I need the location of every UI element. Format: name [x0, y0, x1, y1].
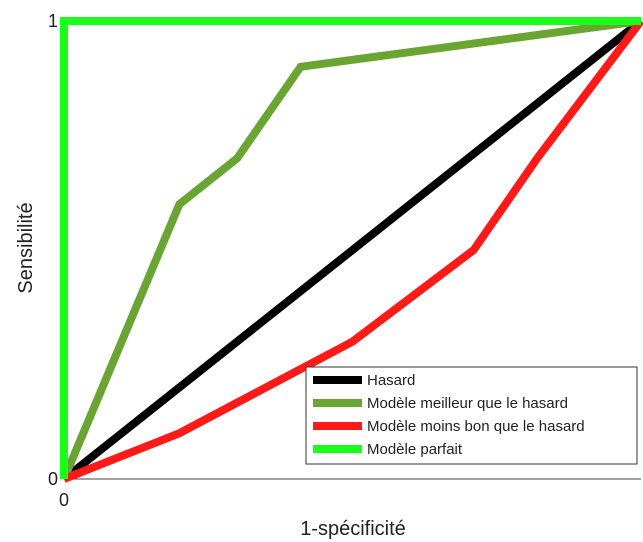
series-layer — [60, 17, 643, 483]
y-tick-label: 1 — [48, 11, 58, 31]
legend-label: Modèle moins bon que le hasard — [367, 418, 585, 435]
series-line-4 — [60, 17, 641, 479]
legend: Hasard Modèle meilleur que le hasard Modèl… — [305, 366, 638, 465]
legend-label: Modèle meilleur que le hasard — [367, 395, 568, 412]
series-line-2 — [60, 17, 642, 481]
x-axis-label: 1-spécificité — [300, 518, 406, 540]
series-line-1 — [61, 17, 643, 483]
x-tick-label: 0 — [59, 490, 69, 510]
series-line-3 — [62, 18, 643, 483]
legend-label: Hasard — [367, 372, 415, 389]
y-tick-label: 0 — [48, 469, 58, 489]
legend-label: Modèle parfait — [367, 441, 463, 458]
y-axis-label: Sensibilité — [15, 202, 37, 293]
